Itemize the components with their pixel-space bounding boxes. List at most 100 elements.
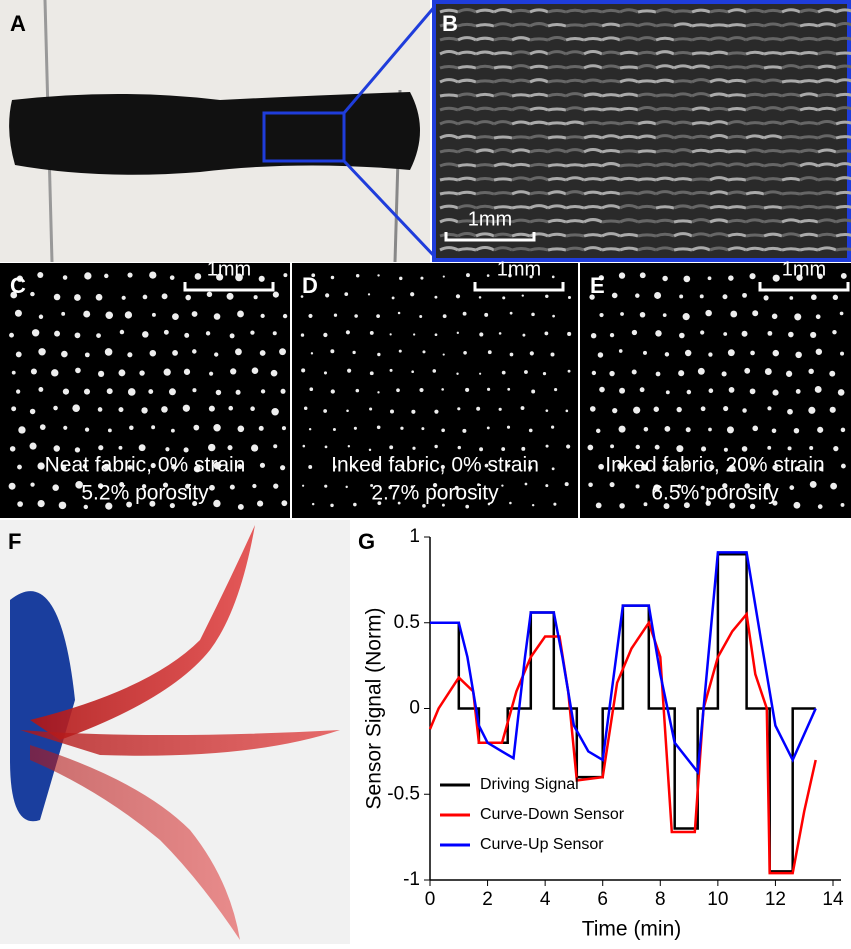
braid-strand [566,80,584,82]
pore [816,349,822,355]
pore [596,502,602,508]
braid-strand [512,95,530,96]
pore [636,445,640,449]
pore [810,481,817,488]
pore [207,292,212,297]
braid-strand [674,179,692,180]
braid-strand [602,10,620,12]
pore [118,407,123,412]
pore [169,388,176,395]
pore [612,408,617,413]
braid-strand [440,234,458,236]
pore [206,331,210,335]
pore [463,312,467,316]
pore [487,274,490,277]
braid-strand [746,123,764,124]
braid-strand [638,221,656,222]
braid-strand [746,235,764,236]
pore [552,467,555,470]
pore [141,407,147,413]
panel-label: B [442,11,458,36]
pore [40,424,46,430]
braid-strand [728,109,746,110]
pore [9,333,14,338]
braid-strand [494,67,512,68]
pore [456,294,460,298]
braid-strand [746,24,764,26]
pore [457,332,459,334]
pore [655,330,661,336]
pore [663,313,667,317]
braid-strand [584,207,602,208]
pore [598,352,604,358]
pore [635,293,639,297]
pore [308,465,312,469]
pore [369,407,372,410]
braid-strand [710,108,728,110]
pore [390,369,393,372]
braid-strand [638,81,656,82]
pore [96,294,103,301]
braid-strand [530,220,548,222]
braid-strand [476,193,494,194]
pore [273,292,279,298]
braid-strand [584,109,602,110]
pore [619,349,623,353]
caption: 6.5% porosity [651,482,779,505]
braid-strand [584,165,602,166]
braid-strand [566,10,584,12]
pore [122,296,126,300]
braid-strand [620,193,638,194]
pore [148,389,153,394]
pore [38,500,45,507]
pore [750,351,755,356]
braid-strand [440,108,458,110]
braid-strand [764,10,782,12]
braid-strand [836,53,851,54]
pore [63,275,68,280]
panel-label: C [10,273,26,298]
pore [84,505,88,509]
braid-strand [818,94,836,96]
pore [596,429,600,433]
pore [230,333,235,338]
pore [640,312,646,318]
pore [808,407,815,414]
pore [213,500,220,507]
braid-strand [728,95,746,96]
braid-strand [530,193,548,194]
pore [396,388,400,392]
pore [356,389,360,393]
pore [816,314,821,319]
pore [592,371,596,375]
braid-strand [674,249,692,250]
pore [666,390,670,394]
pore [796,389,801,394]
pore [566,410,569,413]
pore [235,348,242,355]
pore [722,371,727,376]
braid-strand [674,52,692,54]
pore [633,407,640,414]
pore [377,426,381,430]
pore [323,333,327,337]
x-axis-label: Time (min) [582,918,682,941]
braid-strand [836,249,851,250]
pore [370,331,374,335]
pore [331,276,334,279]
pore [679,294,683,298]
pore [724,448,728,452]
panel-label: F [8,529,21,554]
pore [752,310,758,316]
pore [525,483,528,486]
pore [411,410,415,414]
braid-strand [728,53,746,54]
pore [37,272,43,278]
pore [499,332,502,335]
pore [521,406,525,410]
braid-strand [566,235,584,236]
pore [479,373,481,375]
braid-strand [458,165,476,166]
braid-strand [548,94,566,96]
braid-strand [476,94,494,96]
